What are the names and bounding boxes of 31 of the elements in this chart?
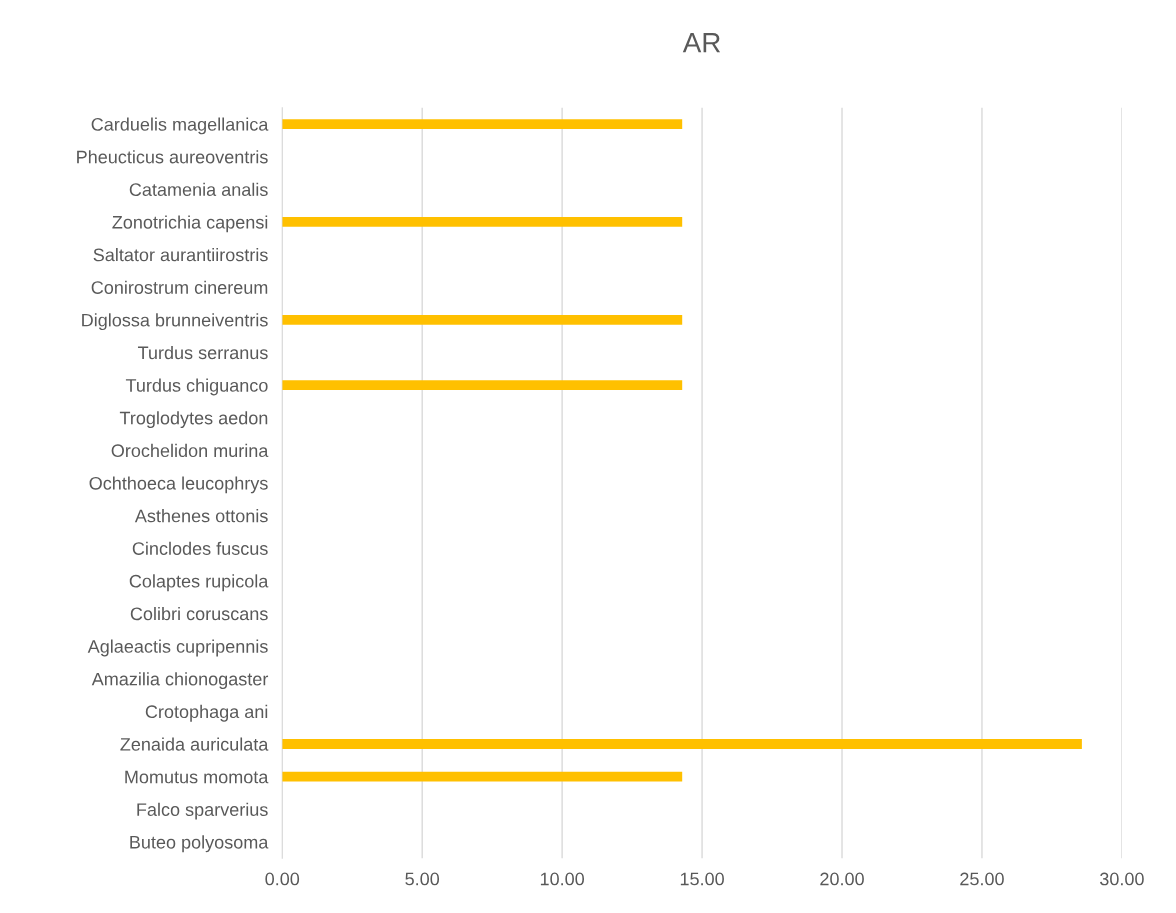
y-tick-label: Diglossa brunneiventris: [82, 313, 268, 331]
x-tick-label: 25.00: [960, 872, 1004, 886]
y-tick-label: Colibri coruscans: [130, 606, 268, 621]
y-tick-label: Conirostrum cinereum: [91, 280, 268, 294]
x-tick-label: 5.00: [405, 872, 440, 886]
y-tick-label: Orochelidon murina: [111, 443, 269, 458]
y-tick-label: Momutus momota: [125, 770, 269, 784]
y-tick-label: Aglaeactis cupripennis: [87, 639, 268, 657]
y-tick-label: Crotophaga ani: [145, 704, 268, 722]
y-tick-label: Pheucticus aureoventris: [77, 150, 268, 164]
x-tick-label: 20.00: [820, 872, 864, 886]
y-tick-label: Troglodytes aedon: [119, 411, 268, 429]
x-tick-label: 0.00: [265, 872, 300, 886]
y-tick-label: Amazilia chionogaster: [91, 672, 269, 690]
x-tick-label: 15.00: [680, 872, 724, 886]
y-tick-label: Cinclodes fuscus: [132, 541, 268, 555]
y-tick-label: Saltator aurantiirostris: [93, 248, 268, 262]
y-tick-label: Catamenia analis: [129, 182, 268, 197]
y-tick-label: Ochthoeca leucophrys: [89, 476, 268, 494]
y-tick-label: Falco sparverius: [137, 802, 268, 820]
y-tick-label: Turdus chiguanco: [125, 378, 268, 396]
chart-title: AR: [682, 33, 721, 53]
y-tick-label: Turdus serranus: [137, 345, 268, 360]
y-tick-label: Zonotrichia capensi: [112, 215, 268, 233]
y-tick-label: Buteo polyosoma: [130, 835, 269, 853]
y-tick-label: Asthenes ottonis: [134, 509, 268, 523]
y-tick-label: Colaptes rupicola: [129, 574, 269, 592]
x-tick-label: 10.00: [540, 872, 585, 886]
y-tick-label: Carduelis magellanica: [91, 117, 269, 135]
x-tick-label: 30.00: [1100, 872, 1144, 886]
y-tick-label: Zenaida auriculata: [120, 737, 269, 751]
